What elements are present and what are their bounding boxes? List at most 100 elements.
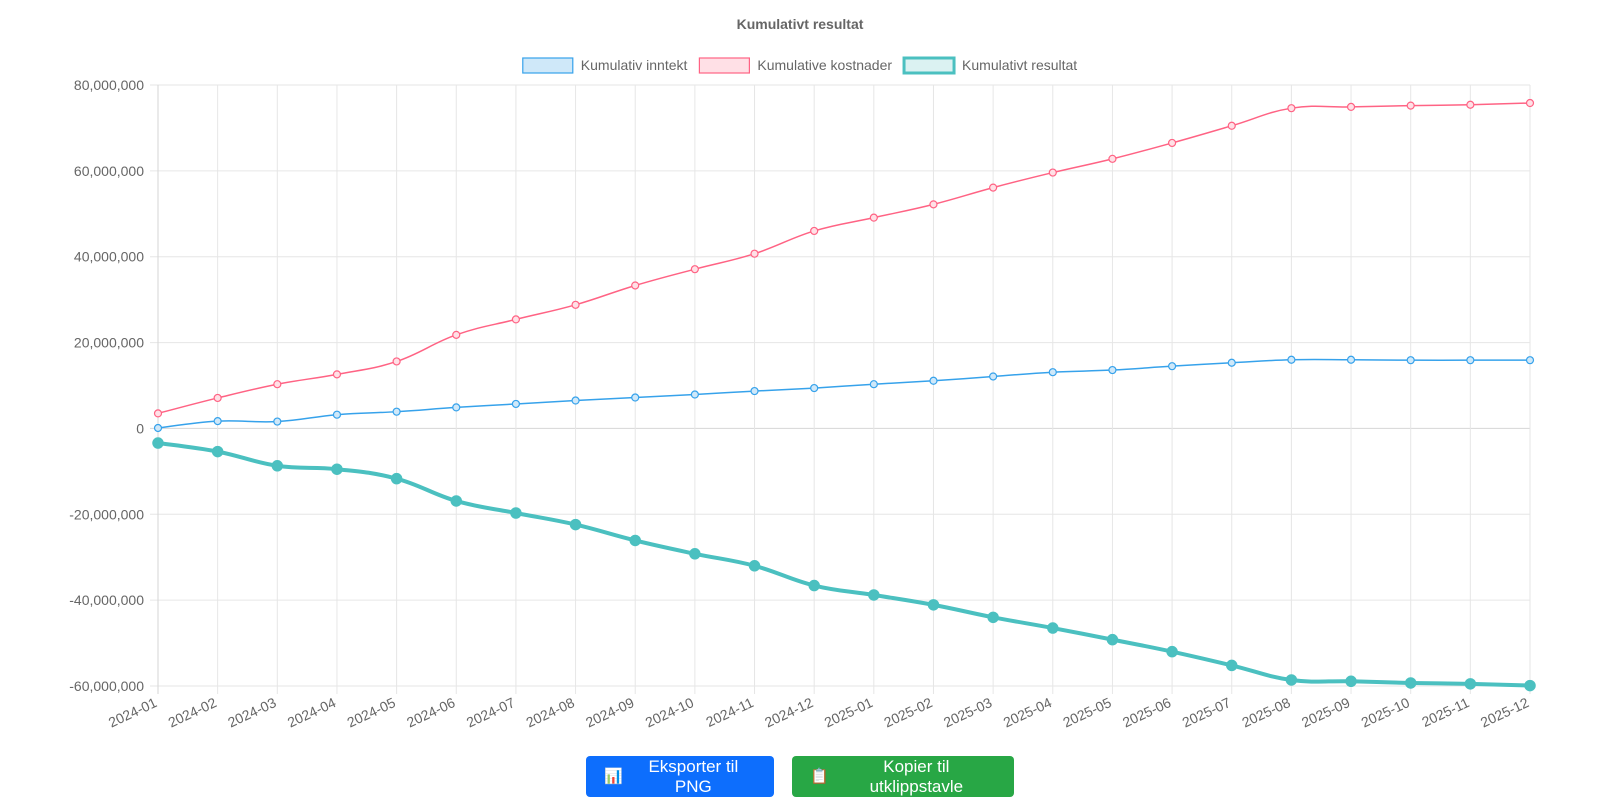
data-point[interactable] bbox=[1466, 100, 1475, 109]
data-point[interactable] bbox=[1285, 674, 1298, 686]
data-point[interactable] bbox=[690, 390, 699, 399]
y-tick-label: 60,000,000 bbox=[74, 163, 144, 179]
x-tick-label: 2024-12 bbox=[762, 694, 816, 730]
legend-item[interactable]: Kumulativ inntekt bbox=[522, 57, 688, 74]
data-point[interactable] bbox=[153, 423, 163, 433]
data-point[interactable] bbox=[869, 213, 878, 222]
data-point[interactable] bbox=[452, 403, 461, 412]
data-point[interactable] bbox=[1108, 365, 1117, 375]
data-point[interactable] bbox=[571, 396, 580, 405]
data-point[interactable] bbox=[1404, 677, 1417, 689]
data-point[interactable] bbox=[929, 200, 938, 209]
data-point[interactable] bbox=[213, 393, 222, 403]
data-point[interactable] bbox=[1108, 154, 1117, 163]
data-point[interactable] bbox=[927, 599, 940, 611]
data-point[interactable] bbox=[213, 417, 222, 426]
data-point[interactable] bbox=[511, 399, 521, 409]
button-bar: 📊 Eksporter til PNG 📋 Kopier til utklipp… bbox=[0, 756, 1600, 797]
data-point[interactable] bbox=[152, 437, 164, 449]
y-tick-label: -60,000,000 bbox=[69, 678, 144, 694]
x-tick-label: 2024-06 bbox=[404, 694, 458, 730]
data-point[interactable] bbox=[390, 472, 403, 485]
chart-series bbox=[152, 98, 1536, 692]
y-tick-label: 0 bbox=[136, 420, 144, 436]
data-point[interactable] bbox=[1225, 659, 1238, 672]
data-point[interactable] bbox=[1166, 645, 1178, 658]
data-point[interactable] bbox=[510, 507, 522, 519]
series-line bbox=[157, 102, 1531, 415]
data-point[interactable] bbox=[808, 579, 820, 592]
data-point[interactable] bbox=[271, 460, 284, 472]
chart-legend: Kumulativ inntekt Kumulative kostnader Kum… bbox=[522, 56, 1077, 75]
x-tick-label: 2024-11 bbox=[703, 694, 756, 730]
x-tick-label: 2025-04 bbox=[1001, 694, 1055, 730]
data-point[interactable] bbox=[1406, 356, 1415, 365]
data-point[interactable] bbox=[273, 417, 282, 426]
x-tick-label: 2025-05 bbox=[1060, 694, 1114, 730]
data-point[interactable] bbox=[1047, 622, 1059, 634]
data-point[interactable] bbox=[1227, 358, 1236, 367]
legend-item[interactable]: Kumulativt resultat bbox=[902, 56, 1077, 75]
data-point[interactable] bbox=[989, 372, 998, 381]
data-point[interactable] bbox=[869, 380, 878, 389]
data-point[interactable] bbox=[929, 376, 938, 385]
data-point[interactable] bbox=[511, 315, 521, 324]
series-3 bbox=[152, 437, 1536, 692]
series-line bbox=[157, 358, 1530, 429]
data-point[interactable] bbox=[452, 330, 461, 339]
legend-label: Kumulativ inntekt bbox=[581, 57, 688, 73]
data-point[interactable] bbox=[1346, 102, 1356, 111]
data-point[interactable] bbox=[750, 249, 759, 258]
data-point[interactable] bbox=[629, 534, 641, 547]
bar-chart-icon: 📊 bbox=[604, 768, 623, 785]
data-point[interactable] bbox=[1406, 101, 1415, 110]
data-point[interactable] bbox=[1345, 675, 1357, 688]
data-point[interactable] bbox=[1048, 368, 1057, 377]
data-point[interactable] bbox=[1287, 104, 1296, 113]
data-point[interactable] bbox=[868, 589, 880, 601]
data-point[interactable] bbox=[689, 548, 701, 560]
data-point[interactable] bbox=[750, 386, 759, 396]
x-tick-label: 2025-01 bbox=[822, 694, 876, 730]
data-point[interactable] bbox=[1466, 356, 1475, 365]
data-point[interactable] bbox=[1106, 633, 1119, 646]
data-point[interactable] bbox=[450, 495, 463, 507]
data-point[interactable] bbox=[273, 380, 282, 389]
data-point[interactable] bbox=[392, 357, 401, 366]
data-point[interactable] bbox=[153, 409, 163, 418]
x-tick-label: 2025-12 bbox=[1478, 694, 1532, 730]
data-point[interactable] bbox=[1048, 168, 1057, 177]
data-point[interactable] bbox=[392, 407, 401, 416]
data-point[interactable] bbox=[332, 410, 342, 419]
legend-swatch bbox=[522, 57, 574, 74]
data-point[interactable] bbox=[631, 281, 640, 290]
x-tick-label: 2025-03 bbox=[941, 694, 995, 730]
chart-grid bbox=[150, 84, 1531, 694]
copy-clipboard-button[interactable]: 📋 Kopier til utklippstavle bbox=[792, 756, 1014, 797]
data-point[interactable] bbox=[690, 265, 699, 274]
export-png-button[interactable]: 📊 Eksporter til PNG bbox=[586, 756, 774, 797]
legend-item[interactable]: Kumulative kostnader bbox=[698, 57, 892, 74]
data-point[interactable] bbox=[631, 393, 640, 402]
y-tick-label: -40,000,000 bbox=[69, 592, 144, 608]
data-point[interactable] bbox=[1167, 362, 1177, 371]
data-point[interactable] bbox=[1167, 138, 1177, 148]
data-point[interactable] bbox=[1346, 355, 1356, 364]
data-point[interactable] bbox=[1525, 356, 1535, 365]
data-point[interactable] bbox=[211, 445, 224, 458]
data-point[interactable] bbox=[331, 463, 343, 475]
data-point[interactable] bbox=[987, 611, 999, 624]
series-2 bbox=[153, 98, 1535, 418]
data-point[interactable] bbox=[1525, 98, 1535, 108]
data-point[interactable] bbox=[989, 183, 998, 192]
data-point[interactable] bbox=[1227, 121, 1236, 130]
data-point[interactable] bbox=[810, 383, 819, 393]
data-point[interactable] bbox=[332, 370, 342, 379]
data-point[interactable] bbox=[1524, 679, 1536, 692]
data-point[interactable] bbox=[569, 518, 582, 531]
data-point[interactable] bbox=[1287, 355, 1296, 364]
data-point[interactable] bbox=[748, 560, 761, 572]
data-point[interactable] bbox=[810, 226, 819, 236]
data-point[interactable] bbox=[1464, 678, 1477, 690]
data-point[interactable] bbox=[571, 300, 580, 309]
